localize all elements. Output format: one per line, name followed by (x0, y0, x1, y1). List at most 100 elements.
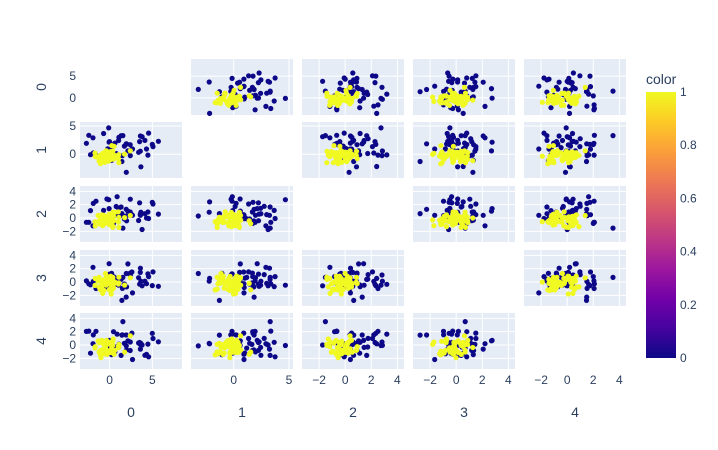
data-point (586, 91, 592, 97)
data-point (384, 281, 390, 287)
data-point (465, 219, 471, 226)
data-point (116, 134, 122, 140)
data-point (235, 80, 241, 86)
x-tick-label: 4 (616, 373, 623, 387)
data-point (232, 341, 238, 348)
data-point (462, 319, 468, 325)
data-point (87, 282, 94, 288)
data-point (110, 148, 116, 154)
data-point (246, 335, 252, 342)
data-point (610, 133, 616, 139)
data-point (271, 207, 277, 213)
data-point (324, 276, 330, 283)
data-point (335, 287, 341, 293)
data-point (443, 337, 450, 343)
data-point (112, 347, 118, 353)
data-point (372, 339, 378, 346)
data-point (565, 276, 571, 282)
panel-3-vs-2 (302, 250, 404, 306)
data-point (237, 212, 244, 219)
data-point (206, 79, 212, 85)
data-point (353, 164, 360, 170)
data-point (567, 264, 573, 270)
data-point (92, 344, 98, 350)
data-point (261, 272, 267, 278)
data-point (450, 143, 456, 149)
data-point (333, 337, 339, 343)
x-dimension-label: 3 (460, 404, 468, 420)
data-point (282, 197, 288, 203)
data-point (379, 153, 385, 159)
data-point (320, 78, 326, 84)
data-point (430, 94, 436, 100)
y-tick-label: 0 (69, 147, 76, 161)
data-point (266, 346, 273, 352)
data-point (572, 261, 578, 267)
data-point (451, 218, 457, 225)
data-point (424, 86, 430, 93)
data-point (572, 86, 578, 92)
data-point (104, 196, 110, 202)
data-point (105, 280, 111, 286)
data-point (255, 218, 262, 224)
data-point (267, 352, 273, 358)
y-tick-label: 2 (69, 262, 76, 276)
data-point (127, 142, 133, 148)
x-tick-label: 0 (564, 373, 571, 387)
data-point (561, 209, 567, 215)
data-point (127, 275, 133, 281)
data-point (271, 339, 277, 345)
data-point (248, 221, 254, 227)
data-point (207, 199, 213, 205)
data-point (335, 280, 341, 286)
data-point (555, 151, 562, 158)
data-point (450, 134, 457, 140)
y-tick-label: 0 (69, 275, 76, 289)
data-point (364, 89, 370, 95)
data-point (378, 125, 384, 131)
data-point (536, 212, 542, 218)
data-point (565, 96, 571, 102)
data-point (246, 201, 252, 207)
data-point (447, 215, 453, 221)
data-point (344, 150, 350, 157)
data-point (214, 100, 220, 106)
data-point (232, 214, 238, 220)
scatter-matrix-panels (80, 59, 626, 369)
panel-0-vs-4 (524, 59, 626, 116)
data-point (142, 137, 148, 143)
data-point (353, 92, 359, 98)
data-point (554, 209, 560, 215)
data-point (115, 345, 122, 351)
data-point (137, 281, 143, 287)
data-point (115, 156, 122, 162)
data-point (379, 96, 385, 102)
data-point (424, 332, 430, 338)
data-point (453, 355, 459, 361)
data-point (449, 90, 455, 96)
data-point (432, 146, 438, 152)
data-point (610, 88, 616, 94)
x-tick-label: 4 (394, 373, 401, 387)
data-point (102, 270, 108, 277)
data-point (453, 209, 459, 215)
data-point (577, 144, 583, 150)
data-point (230, 346, 236, 352)
x-tick-label: 2 (368, 373, 375, 387)
data-point (143, 146, 150, 152)
data-point (449, 139, 455, 145)
data-point (267, 319, 273, 325)
data-point (327, 264, 333, 270)
data-point (459, 96, 465, 102)
data-point (150, 335, 156, 342)
data-point (104, 214, 110, 220)
data-point (460, 102, 466, 108)
data-point (375, 285, 381, 292)
data-point (489, 139, 495, 145)
data-point (337, 139, 343, 145)
x-dimension-label: 1 (238, 404, 246, 420)
data-point (567, 209, 573, 215)
y-tick-label: 0 (69, 91, 76, 105)
data-point (449, 331, 455, 337)
data-point (548, 105, 554, 111)
